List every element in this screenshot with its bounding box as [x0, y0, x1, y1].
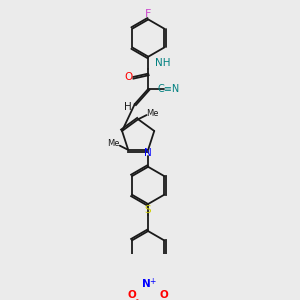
Text: S: S	[145, 205, 152, 215]
Text: -: -	[136, 295, 139, 300]
Text: Me: Me	[108, 140, 120, 148]
Text: O: O	[160, 290, 169, 299]
Text: NH: NH	[155, 58, 171, 68]
Text: +: +	[149, 277, 155, 286]
Text: N: N	[142, 278, 151, 289]
Text: N: N	[144, 148, 152, 158]
Text: O: O	[124, 72, 132, 82]
Text: O: O	[128, 290, 136, 299]
Text: C≡N: C≡N	[158, 84, 180, 94]
Text: Me: Me	[146, 109, 159, 118]
Text: H: H	[124, 102, 132, 112]
Text: F: F	[145, 8, 152, 19]
